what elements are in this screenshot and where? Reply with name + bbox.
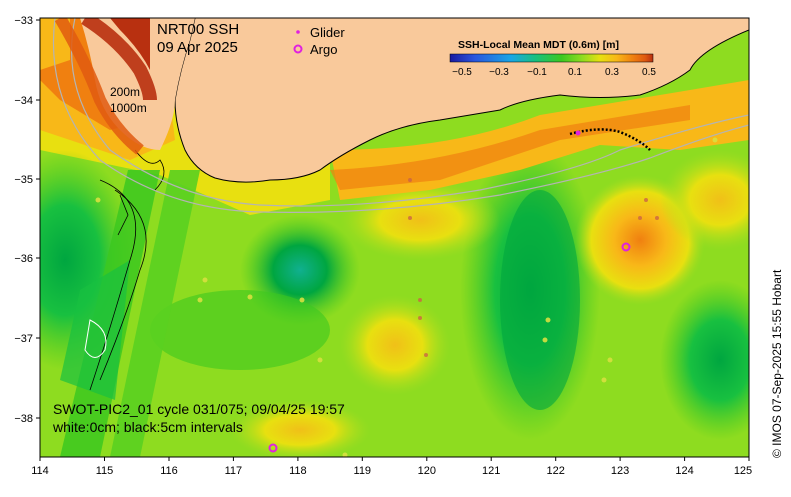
glider-legend-label: Glider (310, 25, 345, 40)
x-tick-label: 124 (675, 465, 693, 477)
x-tick-label: 116 (160, 465, 178, 477)
colorbar: SSH-Local Mean MDT (0.6m) [m] −0.5 −0.3 … (449, 39, 656, 78)
argo-legend-label: Argo (310, 42, 337, 57)
glider-track (569, 128, 651, 151)
argo-float (621, 242, 631, 252)
argo-legend-icon (293, 44, 303, 54)
plot-frame (39, 17, 750, 458)
tick-marks (36, 19, 750, 461)
argo-float (268, 443, 278, 453)
y-axis-labels: −33 −34 −35 −36 −37 −38 (14, 15, 33, 425)
x-tick-label: 117 (225, 465, 243, 477)
swot-dots (95, 137, 718, 458)
x-tick-label: 121 (482, 465, 500, 477)
float-dots (408, 178, 659, 357)
map-date: 09 Apr 2025 (157, 39, 238, 56)
x-tick-label: 118 (289, 465, 307, 477)
swot-caption: SWOT-PIC2_01 cycle 031/075; 09/04/25 19:… (53, 401, 345, 417)
argo-markers (268, 242, 631, 453)
y-tick-label: −36 (14, 253, 33, 265)
colorbar-tick: 0.3 (605, 67, 619, 78)
colorbar-ramp (449, 53, 654, 63)
colorbar-tick: −0.3 (489, 67, 509, 78)
legend: Glider Argo (293, 25, 345, 57)
colorbar-title: SSH-Local Mean MDT (0.6m) [m] (458, 39, 619, 51)
isobath-label-1000: 1000m (110, 101, 147, 115)
colorbar-tick: 0.1 (568, 67, 582, 78)
x-tick-label: 120 (418, 465, 436, 477)
colorbar-tick: 0.5 (642, 67, 656, 78)
colorbar-tick: −0.5 (452, 67, 472, 78)
x-tick-label: 114 (31, 465, 49, 477)
y-tick-label: −34 (14, 95, 33, 107)
x-tick-label: 125 (734, 465, 752, 477)
x-tick-label: 123 (611, 465, 629, 477)
swot-contour-note: white:0cm; black:5cm intervals (52, 419, 243, 435)
y-tick-label: −37 (14, 333, 33, 345)
x-tick-label: 119 (354, 465, 372, 477)
glider-legend-icon (296, 30, 300, 34)
x-tick-label: 122 (547, 465, 565, 477)
credit-text: © IMOS 07-Sep-2025 15:55 Hobart (770, 269, 784, 458)
x-tick-label: 115 (96, 465, 114, 477)
map-title: NRT00 SSH (157, 21, 239, 38)
colorbar-tick: −0.1 (527, 67, 547, 78)
y-tick-label: −35 (14, 174, 33, 186)
y-tick-label: −38 (14, 413, 33, 425)
y-tick-label: −33 (14, 15, 33, 27)
isobath-label-200: 200m (110, 85, 140, 99)
x-axis-labels: 114 115 116 117 118 119 120 121 122 123 … (31, 465, 752, 477)
